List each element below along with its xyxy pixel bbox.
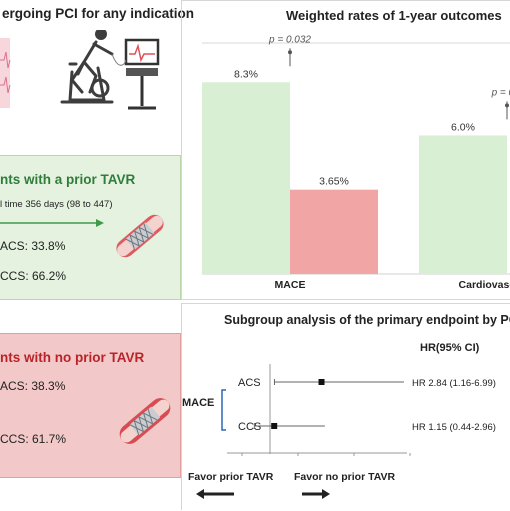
bar-mace-0 bbox=[202, 82, 290, 275]
pci-header-title: ergoing PCI for any indication bbox=[2, 6, 195, 21]
bar-value-label: 3.65% bbox=[319, 176, 349, 188]
category-label: Cardiovascular dea bbox=[459, 279, 510, 291]
hr-column-header: HR(95% CI) bbox=[420, 342, 480, 354]
prior-tavr-panel: nts with a prior TAVR l time 356 days (9… bbox=[0, 155, 181, 300]
group-bracket bbox=[221, 389, 226, 431]
p-value-label: p = 0.0 bbox=[491, 87, 510, 98]
hr-text: HR 1.15 (0.44-2.96) bbox=[412, 422, 496, 433]
favor-left-label: Favor prior TAVR bbox=[188, 471, 274, 483]
bar-mace-1 bbox=[290, 189, 378, 274]
prior-tavr-graphics bbox=[0, 214, 164, 258]
prior-tavr-ccs: CCS: 66.2% bbox=[0, 269, 67, 283]
subgroup-panel: Subgroup analysis of the primary endpoin… bbox=[181, 303, 510, 510]
stented-artery-icon bbox=[116, 214, 164, 258]
subgroup-row-label: CCS bbox=[238, 421, 261, 433]
rates-panel: Weighted rates of 1-year outcomes 8.3% 3.… bbox=[181, 0, 510, 300]
stented-artery-icon bbox=[119, 398, 171, 444]
bar-cardiovascular-dea-0 bbox=[419, 135, 507, 274]
p-value-dot bbox=[288, 50, 292, 55]
no-prior-tavr-acs: ACS: 38.3% bbox=[0, 379, 66, 393]
hr-point bbox=[271, 423, 278, 429]
rates-chart-title: Weighted rates of 1-year outcomes bbox=[286, 8, 502, 23]
pci-header-panel: ergoing PCI for any indication bbox=[0, 0, 194, 140]
subgroup-row-label: ACS bbox=[238, 377, 261, 389]
no-prior-vessel-graphic bbox=[119, 398, 171, 444]
prior-tavr-title: nts with a prior TAVR bbox=[0, 172, 136, 187]
bar-value-label: 8.3% bbox=[234, 68, 258, 80]
pci-illustration bbox=[0, 30, 160, 110]
ecg-monitor-icon bbox=[111, 38, 160, 110]
arrow-right-icon bbox=[302, 489, 330, 499]
favor-right-label: Favor no prior TAVR bbox=[294, 471, 396, 483]
no-prior-tavr-panel: nts with no prior TAVR ACS: 38.3% CCS: 6… bbox=[0, 333, 181, 478]
category-label: MACE bbox=[275, 279, 306, 291]
no-prior-tavr-ccs: CCS: 61.7% bbox=[0, 432, 67, 446]
arrow-left-icon bbox=[196, 489, 234, 499]
mace-group-label: MACE bbox=[182, 397, 215, 409]
bar-value-label: 6.0% bbox=[451, 121, 475, 133]
subgroup-title: Subgroup analysis of the primary endpoin… bbox=[224, 313, 510, 327]
forest-plot: ACS HR 2.84 (1.16-6.99) CCS HR 1.15 (0.44-2… bbox=[196, 364, 496, 499]
ecg-strip-icon bbox=[0, 38, 11, 108]
arrow-right-icon bbox=[0, 219, 104, 227]
p-value-dot bbox=[505, 103, 509, 108]
p-value-label: p = 0.032 bbox=[268, 34, 311, 45]
hr-point bbox=[318, 379, 325, 385]
prior-tavr-followup: l time 356 days (98 to 447) bbox=[0, 199, 113, 210]
stationary-bike-rider-icon bbox=[60, 30, 114, 104]
prior-tavr-acs: ACS: 33.8% bbox=[0, 239, 66, 253]
rates-chart: 8.3% 3.65% MACE p = 0.032 6.0% Cardiovascular… bbox=[202, 34, 510, 291]
no-prior-tavr-title: nts with no prior TAVR bbox=[0, 350, 145, 365]
hr-text: HR 2.84 (1.16-6.99) bbox=[412, 378, 496, 389]
